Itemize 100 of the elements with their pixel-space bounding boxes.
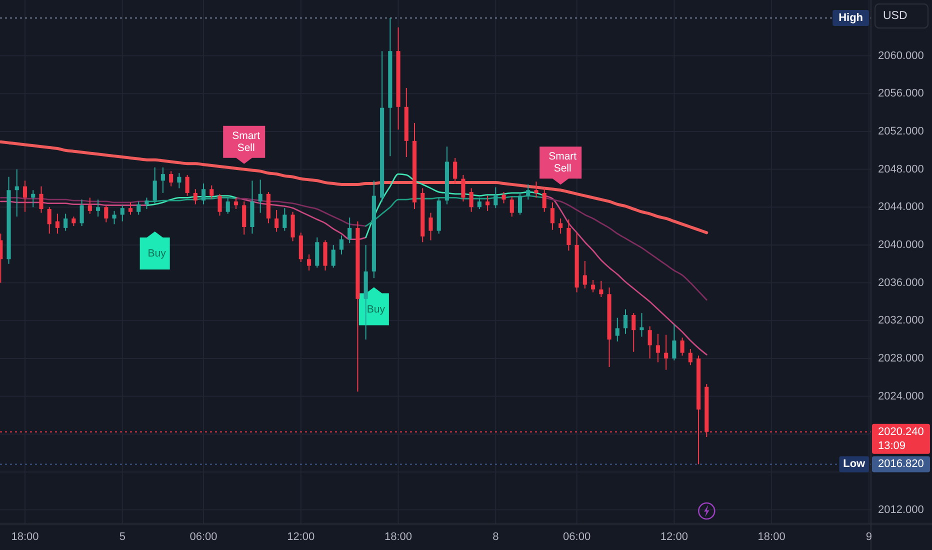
candlestick <box>534 181 538 198</box>
x-tick-label: 18:00 <box>11 531 39 543</box>
candlestick <box>88 197 92 214</box>
candlestick <box>96 199 100 218</box>
x-tick-label: 06:00 <box>190 531 218 543</box>
candlestick <box>258 179 262 214</box>
candlestick <box>348 217 352 244</box>
candlestick <box>152 166 157 204</box>
candlestick <box>542 188 546 212</box>
x-tick-label: 5 <box>119 531 126 543</box>
candlestick <box>461 174 466 202</box>
data-label: Smart Sell <box>232 130 260 154</box>
x-tick-label: 18:00 <box>758 531 786 543</box>
candlestick <box>14 168 19 218</box>
candlestick <box>210 184 214 200</box>
candlestick <box>202 182 206 205</box>
y-tick-label: 2036.000 <box>878 276 924 289</box>
candlestick <box>526 184 530 200</box>
candlestick <box>582 260 587 289</box>
candlestick <box>502 192 506 204</box>
x-tick-label: 12:00 <box>660 531 688 543</box>
candlestick <box>453 157 458 184</box>
candlestick <box>615 317 620 342</box>
candlestick <box>185 174 190 196</box>
y-tick-label: 2032.000 <box>878 314 924 327</box>
candlestick <box>274 209 279 232</box>
candlestick <box>242 200 246 236</box>
annotation: High <box>838 12 864 24</box>
candlestick <box>298 232 303 262</box>
candlestick <box>315 236 320 268</box>
candlestick <box>128 202 133 216</box>
candlestick <box>623 308 628 334</box>
y-tick-label: 2012.000 <box>878 504 924 516</box>
candlestick <box>112 210 116 225</box>
y-tick-label: 2040.000 <box>878 238 924 251</box>
y-tick-label: 2056.000 <box>878 88 924 100</box>
x-tick-label: 06:00 <box>563 531 591 543</box>
candlestick <box>648 326 652 359</box>
candlestick <box>136 200 141 216</box>
candlestick <box>477 197 482 210</box>
candlestick <box>599 280 604 298</box>
candlestick <box>169 170 174 187</box>
candlestick <box>160 166 165 194</box>
data-label: Buy <box>366 303 386 316</box>
candlestick <box>72 216 76 227</box>
y-tick-label: 2052.000 <box>878 125 924 138</box>
candlestick <box>234 197 238 210</box>
candlestick <box>486 195 490 212</box>
candlestick <box>510 196 514 218</box>
candlestick <box>672 324 676 361</box>
y-tick-label: 2028.000 <box>878 352 924 364</box>
x-tick-label: 8 <box>492 531 499 543</box>
candlestick <box>282 208 287 232</box>
candlestick <box>290 211 295 242</box>
candlestick <box>680 337 684 356</box>
candlestick <box>469 188 474 212</box>
candlestick <box>566 218 571 252</box>
y-tick-label: 2044.000 <box>878 201 924 214</box>
data-label: Buy <box>148 247 167 260</box>
candlestick <box>193 188 198 205</box>
x-tick-label: 9 <box>866 531 872 543</box>
candlestick <box>144 197 149 210</box>
candlestick <box>331 244 336 268</box>
candlestick <box>323 240 328 272</box>
candlestick <box>558 218 563 234</box>
x-tick-label: 12:00 <box>287 531 315 543</box>
candlestick <box>104 204 108 223</box>
y-tick-label: 2060.000 <box>878 50 924 62</box>
candlestick <box>518 192 522 216</box>
candlestick <box>55 213 60 234</box>
candlestick <box>428 212 433 241</box>
candlestick <box>177 172 182 189</box>
candlestick <box>47 206 52 234</box>
y-axis-title: USD <box>883 10 908 22</box>
currency-button: USD <box>874 3 929 29</box>
y-tick-label: 2048.000 <box>878 163 924 176</box>
candlestick <box>226 197 230 214</box>
annotation: Low <box>843 458 866 470</box>
candlestick <box>494 186 498 209</box>
candlestick <box>306 254 312 272</box>
candlestick <box>120 204 124 222</box>
line-series <box>0 140 708 234</box>
candlestick <box>656 333 660 363</box>
candlestick <box>640 312 644 338</box>
data-label: Smart Sell <box>548 150 577 175</box>
candlestick <box>64 213 68 232</box>
ref-line-label: 2020.240 13:09 <box>878 426 924 452</box>
x-tick-label: 18:00 <box>384 531 412 543</box>
candlestick <box>632 312 636 352</box>
candlestick <box>22 180 28 212</box>
candlestick <box>31 190 36 208</box>
candlestick <box>339 235 344 255</box>
candlestick <box>688 348 692 366</box>
candlestick <box>39 186 44 214</box>
candlestick <box>591 279 596 293</box>
candlestick <box>550 202 554 230</box>
candlestick <box>664 334 668 370</box>
candlestick <box>80 199 84 227</box>
y-tick-label: 2024.000 <box>878 390 924 402</box>
candlestick <box>218 193 222 216</box>
